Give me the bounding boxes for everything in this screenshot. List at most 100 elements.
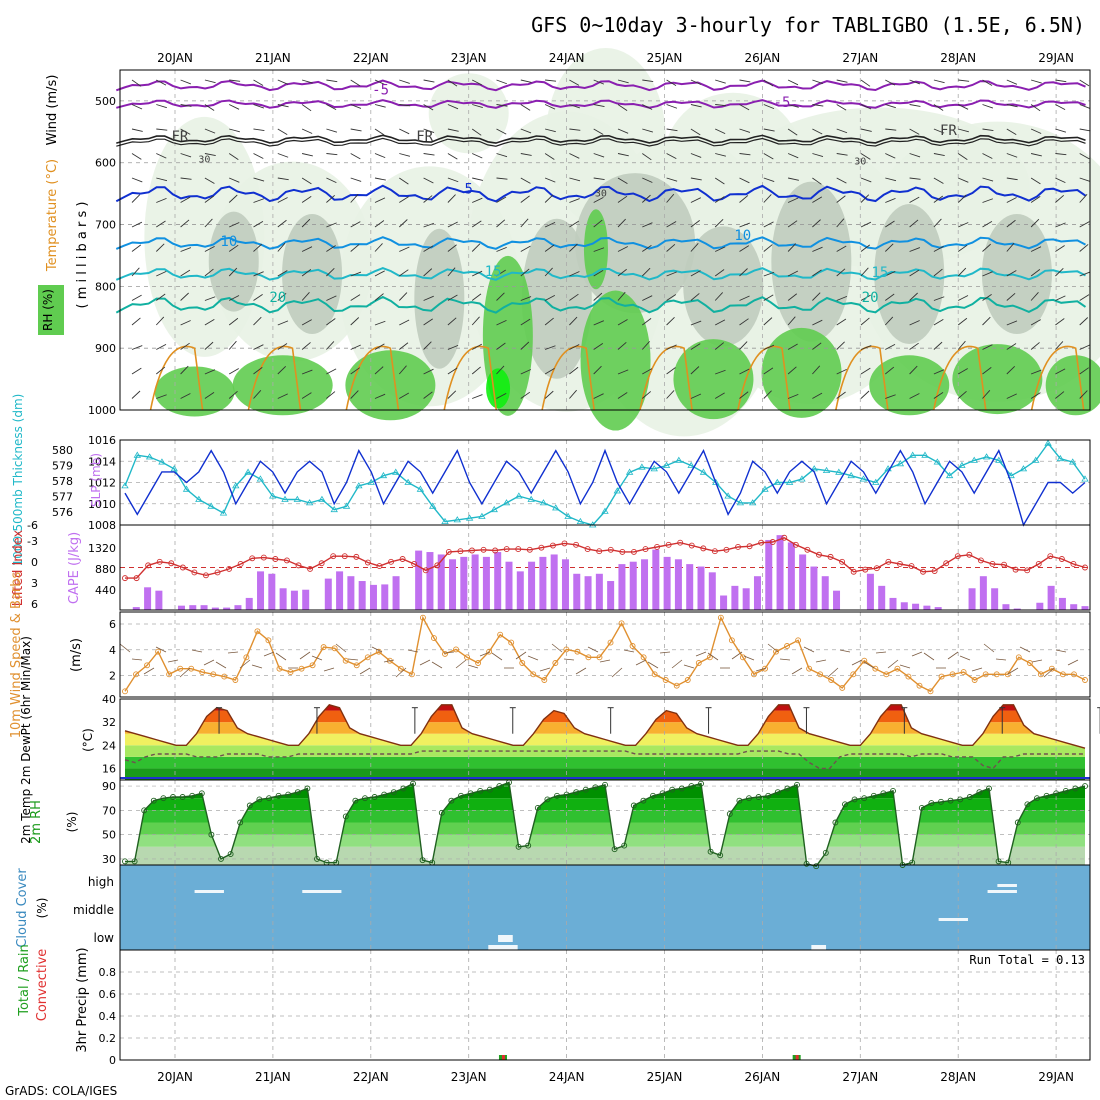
wind-barb <box>715 369 726 375</box>
wind-barb <box>909 177 921 180</box>
2m-rh-line-point <box>496 783 503 790</box>
2m-rh-line-point <box>314 855 320 862</box>
date-label-bottom: 24JAN <box>549 1070 585 1084</box>
wind10m-barb <box>851 659 863 666</box>
wind-barb <box>131 244 142 252</box>
wind-barb <box>520 79 532 83</box>
wind-barb <box>909 247 921 252</box>
wind10m-speed-line-point <box>795 637 802 644</box>
temp-contour-25-line <box>345 345 400 411</box>
temp-contour-10-line <box>115 236 1086 250</box>
wind-barb <box>569 128 581 131</box>
contour-label: 15 <box>871 265 888 281</box>
lifted-index-line-point <box>226 565 233 572</box>
lifted-index-line-point <box>330 553 337 560</box>
2m-rh-line-point <box>1043 792 1050 799</box>
wind-barb <box>885 293 895 301</box>
cape-bar <box>539 556 547 610</box>
slp-y-tick: 1010 <box>88 498 116 511</box>
lifted-index-line-point <box>550 542 556 549</box>
wind-barb <box>447 221 458 228</box>
wind-barb <box>909 292 918 301</box>
cloud-cover-patch <box>997 884 1017 887</box>
lifted-index-line-point <box>260 554 267 561</box>
wind-barb <box>982 390 991 399</box>
rh-color-band <box>125 846 1085 865</box>
wind10m-speed-line-point <box>397 665 404 672</box>
wind-barb <box>1055 177 1066 184</box>
wind-barb <box>1030 342 1040 350</box>
wind-barb <box>1030 195 1041 203</box>
wind10m-barb <box>683 664 695 669</box>
wind-barb <box>399 319 410 326</box>
wind10m-barb <box>371 646 383 653</box>
thickness-line <box>124 442 1086 526</box>
wind-barb <box>982 104 994 109</box>
temp2m-y-tick: 40 <box>102 693 116 706</box>
cape-bar <box>708 572 716 610</box>
rh-shading-cell <box>761 327 842 418</box>
wind-barb <box>957 340 966 350</box>
wind-barb <box>666 221 677 228</box>
wind10m-speed-line-point <box>640 654 647 661</box>
wind-barb <box>1079 153 1090 160</box>
wind-barb <box>1055 79 1067 83</box>
cape-bar <box>1070 604 1078 610</box>
2m-rh-line-point <box>150 797 157 804</box>
cloud-cover-patch <box>488 945 518 952</box>
wind-barb <box>326 128 338 133</box>
wind-barb <box>739 268 748 277</box>
wind-barb <box>204 391 215 399</box>
temp-contour-20-line <box>115 295 1087 314</box>
wind-barb <box>642 295 653 301</box>
wind-barb <box>1055 153 1067 156</box>
thickness-line-point <box>982 453 991 460</box>
wind-barb <box>156 394 167 399</box>
cape-bar <box>1013 608 1021 610</box>
lifted-index-line-point <box>388 558 394 565</box>
wind-barb <box>885 366 895 375</box>
wind-barb <box>545 79 557 82</box>
2m-rh-line-point <box>861 795 868 802</box>
wind-barb <box>374 197 386 203</box>
wind-barb <box>933 245 944 252</box>
contour-label: 15 <box>485 264 502 280</box>
date-label-top: 25JAN <box>647 51 683 65</box>
lifted-index-line-point <box>781 534 788 541</box>
wind-barb <box>398 292 408 301</box>
wind-barb <box>228 390 238 399</box>
wind-barb <box>982 79 993 86</box>
wind10m-speed-line-point <box>607 639 614 646</box>
wind-barb <box>1030 246 1042 252</box>
cape-bar <box>799 554 807 610</box>
wind10m-barb <box>587 646 599 653</box>
2m-rh-line-point <box>141 807 148 814</box>
wind-barb <box>957 368 968 375</box>
2m-rh-line-point <box>880 790 887 797</box>
thickness-line-point <box>392 468 400 475</box>
wind-barb <box>228 317 239 326</box>
wind-barb <box>1079 244 1089 252</box>
2m-rh-line <box>125 781 1086 867</box>
lifted-index-line-point <box>584 546 591 553</box>
wind-barb <box>1006 153 1018 158</box>
cape-bar <box>991 588 999 610</box>
wind-barb <box>374 320 386 326</box>
thickness-line-point <box>613 487 622 494</box>
wind10m-speed-line-point <box>464 654 471 661</box>
rh-legend-swatch <box>38 285 64 335</box>
wind-barb <box>1079 271 1091 277</box>
wind10m-speed-line-point <box>1071 671 1077 678</box>
wind-barb <box>423 245 434 252</box>
lifted-index-line-point <box>399 556 406 562</box>
2m-rh-line-point <box>563 791 570 798</box>
cape-bar <box>290 590 298 610</box>
wind-barb <box>423 341 432 350</box>
wind-barb <box>301 79 313 84</box>
wind-barb <box>131 177 143 183</box>
cape-bar <box>155 590 163 610</box>
wind-barb <box>569 198 580 203</box>
lifted-index-line-point <box>1035 561 1042 567</box>
wind10m-barb <box>551 643 563 653</box>
2m-rh-line-point <box>294 789 301 796</box>
